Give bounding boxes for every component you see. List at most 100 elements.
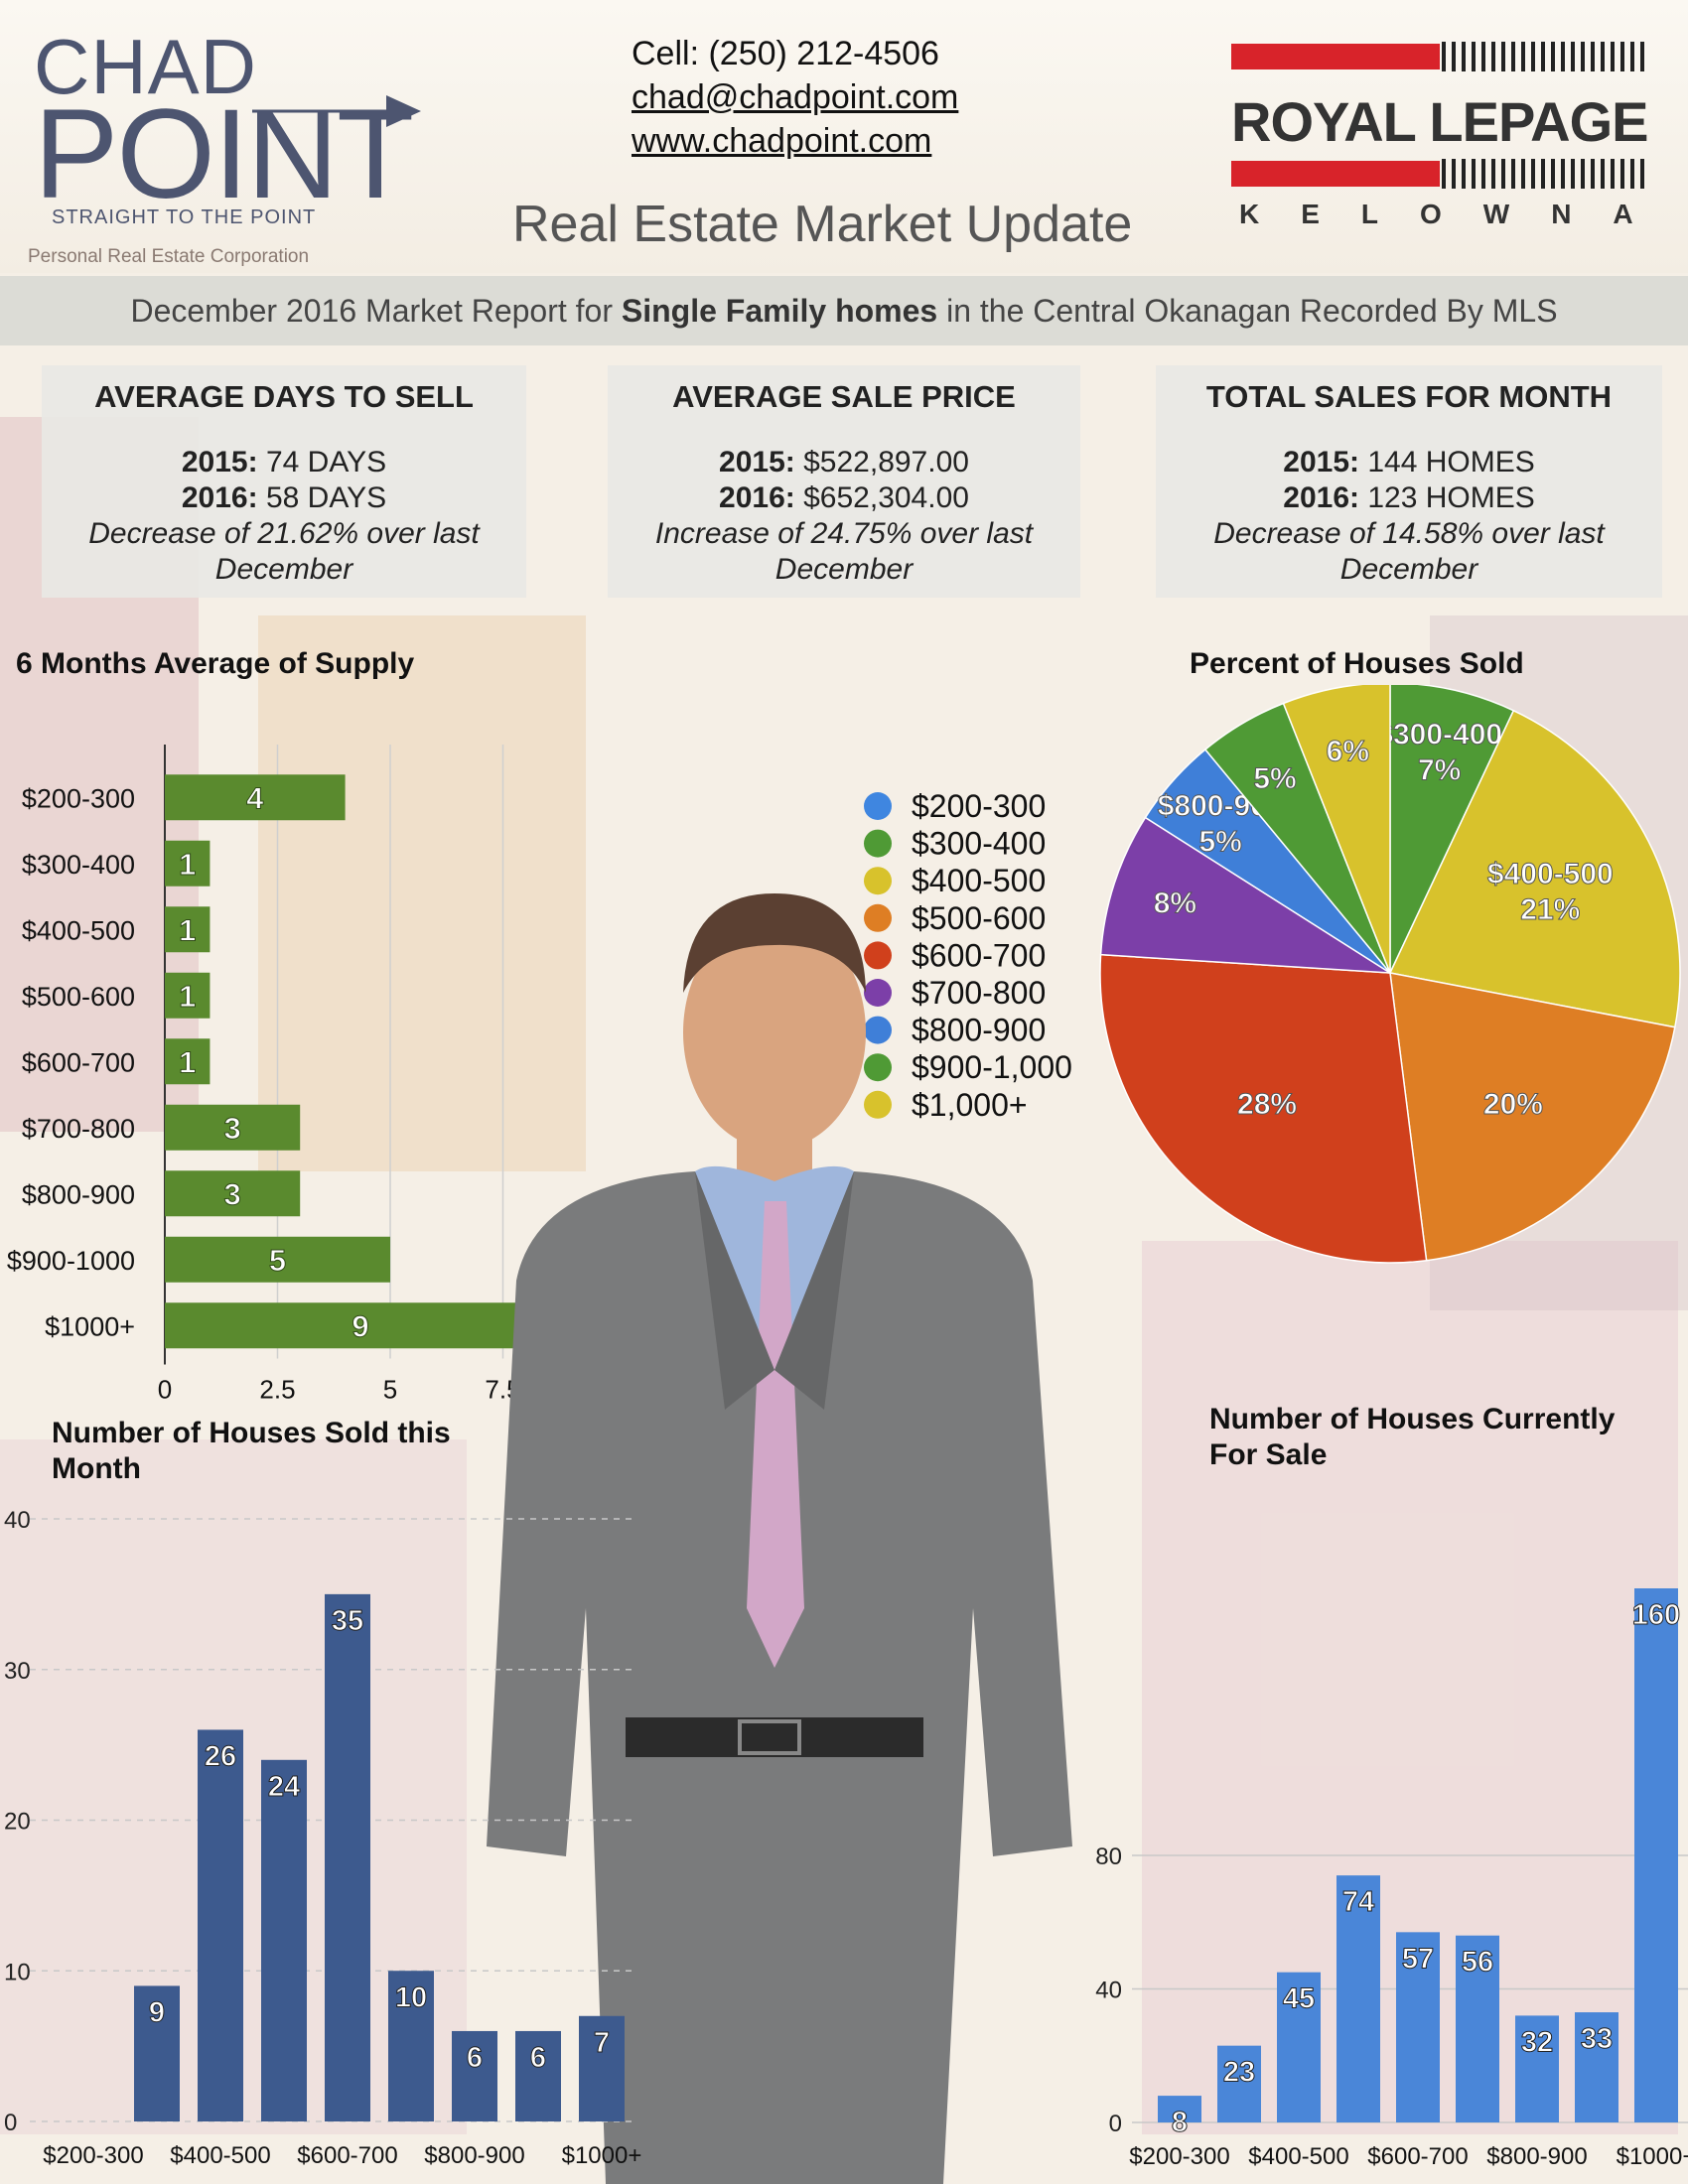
forsale-x-tick-label: $400-500 [1248, 2143, 1348, 2170]
logo-line-chad: CHAD [34, 23, 258, 110]
supply-category-label: $800-900 [22, 1179, 135, 1209]
legend-swatch [864, 1053, 892, 1082]
supply-bar-value: 3 [223, 1111, 240, 1146]
logo-city: KELOWNA [1239, 199, 1675, 229]
supply-chart-title: 6 Months Average of Supply [16, 647, 415, 680]
legend-swatch [864, 1016, 892, 1044]
sold-y-tick-label: 30 [4, 1658, 31, 1685]
pie-slice [1389, 685, 1515, 974]
legend-label: $500-600 [912, 900, 1046, 936]
logo-tagline: STRAIGHT TO THE POINT [52, 206, 317, 228]
sold-bar-value: 10 [395, 1981, 427, 2013]
pie-slice [1388, 709, 1681, 1028]
logo-brand-name: ROYAL LEPAGE [1231, 90, 1649, 153]
supply-bar-value: 5 [269, 1243, 286, 1278]
forsale-bar [1217, 2045, 1261, 2122]
pie-slice-percent: 6% [1327, 735, 1369, 767]
supply-category-label: $900-1000 [7, 1246, 135, 1276]
legend-label: $700-800 [912, 975, 1046, 1011]
sold-bar-value: 24 [268, 1771, 300, 1803]
supply-x-tick-label: 2.5 [259, 1375, 295, 1401]
legend-label: $900-1,000 [912, 1049, 1072, 1085]
legend-swatch [864, 1090, 892, 1119]
stat-line-2015: 2015: 74 DAYS [181, 446, 387, 478]
header: CHAD POINT STRAIGHT TO THE POINT Persona… [0, 0, 1688, 273]
pie-slice-percent: 21% [1520, 893, 1580, 926]
forsale-bar-value: 160 [1632, 1599, 1680, 1631]
pie-slice-percent: 28% [1237, 1088, 1297, 1121]
stat-box-total-sales: TOTAL SALES FOR MONTH 2015: 144 HOMES 20… [1156, 365, 1662, 598]
cell-phone: Cell: (250) 212-4506 [632, 35, 939, 72]
supply-bar [165, 1302, 556, 1349]
sold-bar-value: 9 [149, 1996, 165, 2028]
stat-line-2016: 2016: 58 DAYS [181, 481, 387, 514]
pie-slice [1099, 953, 1428, 1264]
forsale-y-tick-label: 40 [1095, 1978, 1122, 2004]
supply-x-tick-label: 0 [158, 1375, 172, 1401]
pie-chart-title: Percent of Houses Sold [1190, 647, 1524, 680]
stat-line-2015: 2015: 144 HOMES [1283, 446, 1535, 478]
logo-red-bar [1231, 161, 1440, 187]
stat-line-2015: 2015: $522,897.00 [719, 446, 969, 478]
supply-category-label: $200-300 [22, 783, 135, 813]
email-link[interactable]: chad@chadpoint.com [632, 78, 959, 116]
forsale-x-tick-label: $1000+ [1617, 2143, 1688, 2170]
sold-bar-value: 26 [205, 1740, 236, 1772]
forsale-bar [1277, 1972, 1321, 2122]
forsale-bar [1456, 1935, 1499, 2122]
stat-title: AVERAGE SALE PRICE [672, 379, 1016, 414]
legend-swatch [864, 903, 892, 932]
contact-info: Cell: (250) 212-4506 chad@chadpoint.com … [632, 32, 958, 163]
supply-bar [165, 1038, 211, 1085]
forsale-bar [1575, 2012, 1618, 2122]
sold-chart-title: Number of Houses Sold this Month [52, 1417, 451, 1485]
pie-slice [1389, 972, 1676, 1262]
website-link[interactable]: www.chadpoint.com [632, 122, 932, 160]
logo-corporation: Personal Real Estate Corporation [28, 246, 310, 267]
supply-bar [165, 840, 211, 887]
supply-bar-value: 1 [179, 1044, 196, 1079]
sold-bar [452, 2030, 497, 2121]
supply-bar [165, 774, 346, 821]
sold-bar [579, 2015, 625, 2121]
sold-bar [388, 1971, 434, 2121]
pie-slice-percent: 20% [1483, 1088, 1543, 1121]
supply-bar-value: 1 [179, 979, 196, 1014]
forsale-bar-value: 23 [1223, 2057, 1255, 2089]
legend-label: $800-900 [912, 1013, 1046, 1048]
supply-bar-value: 1 [179, 912, 196, 947]
forsale-bar [1396, 1932, 1440, 2122]
supply-bar [165, 972, 211, 1019]
stat-note: Decrease of 14.58% over last December [1213, 517, 1605, 586]
pie-slice [1282, 685, 1391, 974]
stat-note: Decrease of 21.62% over last December [88, 517, 480, 586]
legend-swatch [864, 792, 892, 820]
forsale-bar-value: 45 [1283, 1983, 1315, 2015]
arrow-right-icon [252, 95, 421, 127]
pie-slice-category: $400-500 [1487, 858, 1614, 890]
forsale-bar-value: 33 [1581, 2023, 1613, 2055]
pie-legend: $200-300$300-400$400-500$500-600$600-700… [864, 788, 1072, 1123]
supply-bar [165, 1236, 390, 1283]
for-sale-bar-chart: 0 40 80 8 $200-300 23 45 $400-500 74 57 $600-700 56… [1095, 1588, 1688, 2170]
pie-slice-percent: 8% [1154, 887, 1196, 920]
forsale-bar [1634, 1588, 1678, 2122]
subtitle-bar: December 2016 Market Report for Single F… [0, 276, 1688, 345]
sold-bar [261, 1759, 307, 2121]
legend-label: $300-400 [912, 826, 1046, 862]
percent-sold-pie-chart: $300-4007%$400-50021%20%28%8%$800-9005%5… [1099, 685, 1681, 1264]
forsale-bar [1158, 2096, 1201, 2122]
logo-barcode-ticks [1442, 42, 1648, 71]
subtitle-bold-text: Single Family homes [621, 293, 938, 329]
forsale-bar-value: 8 [1172, 2107, 1188, 2138]
sold-bar-value: 6 [467, 2042, 483, 2074]
supply-category-label: $700-800 [22, 1114, 135, 1144]
stat-line-2016: 2016: $652,304.00 [719, 481, 969, 514]
sold-x-tick-label: $1000+ [562, 2142, 642, 2169]
pie-slice-percent: 5% [1253, 762, 1296, 795]
sold-bar-value: 7 [594, 2027, 610, 2059]
legend-label: $600-700 [912, 937, 1046, 973]
sold-y-tick-label: 40 [4, 1507, 31, 1534]
forsale-x-tick-label: $600-700 [1367, 2143, 1468, 2170]
